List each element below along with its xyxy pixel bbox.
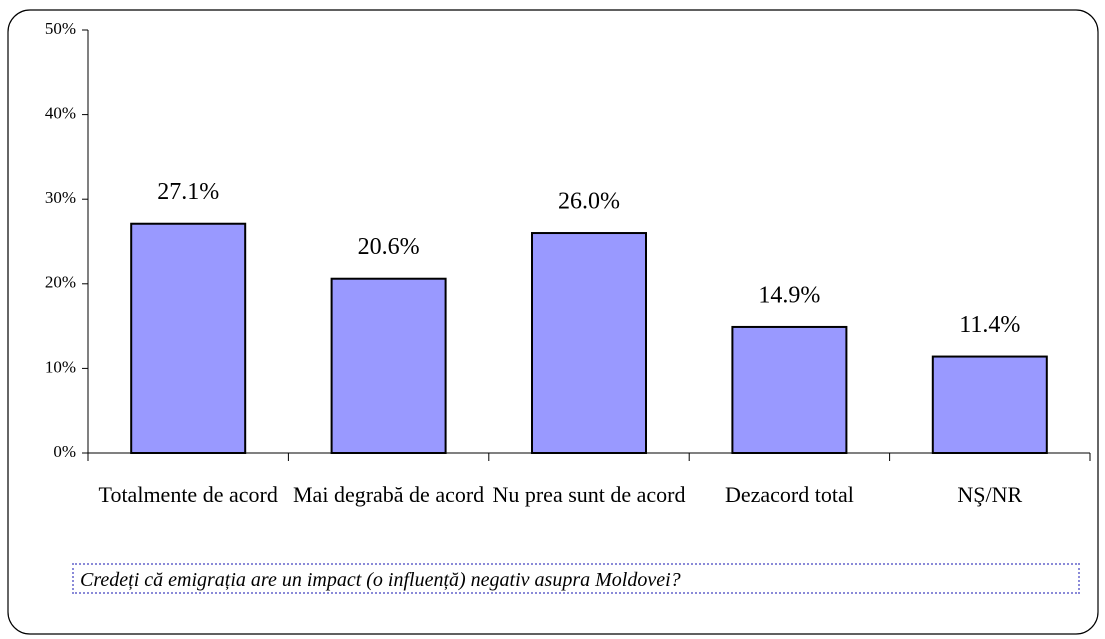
data-label: 14.9%: [758, 282, 820, 308]
x-tick-label: Dezacord total: [724, 482, 854, 507]
y-tick-label: 20%: [45, 273, 76, 292]
bar: [531, 232, 647, 454]
data-label: 20.6%: [358, 234, 420, 260]
caption: Credeți că emigrația are un impact (o in…: [72, 563, 1080, 594]
y-tick-label: 0%: [53, 442, 76, 461]
x-tick-label: Mai degrabă de acord: [293, 482, 485, 507]
x-tick-label: Nu prea sunt de acord: [492, 482, 686, 507]
chart-frame: [7, 9, 1099, 635]
y-tick-label: 40%: [45, 104, 76, 123]
bar: [130, 222, 247, 454]
y-tick-label: 50%: [45, 19, 76, 38]
x-tick-label: Totalmente de acord: [98, 482, 278, 507]
y-tick-label: 10%: [45, 357, 76, 376]
data-label: 26.0%: [558, 189, 620, 215]
x-tick-label: NŞ/NR: [957, 482, 1023, 507]
data-label: 27.1%: [157, 179, 219, 205]
data-label: 11.4%: [959, 312, 1020, 338]
bar: [731, 325, 848, 455]
bar: [931, 355, 1048, 454]
y-tick-label: 30%: [45, 188, 76, 207]
bar: [330, 277, 447, 454]
